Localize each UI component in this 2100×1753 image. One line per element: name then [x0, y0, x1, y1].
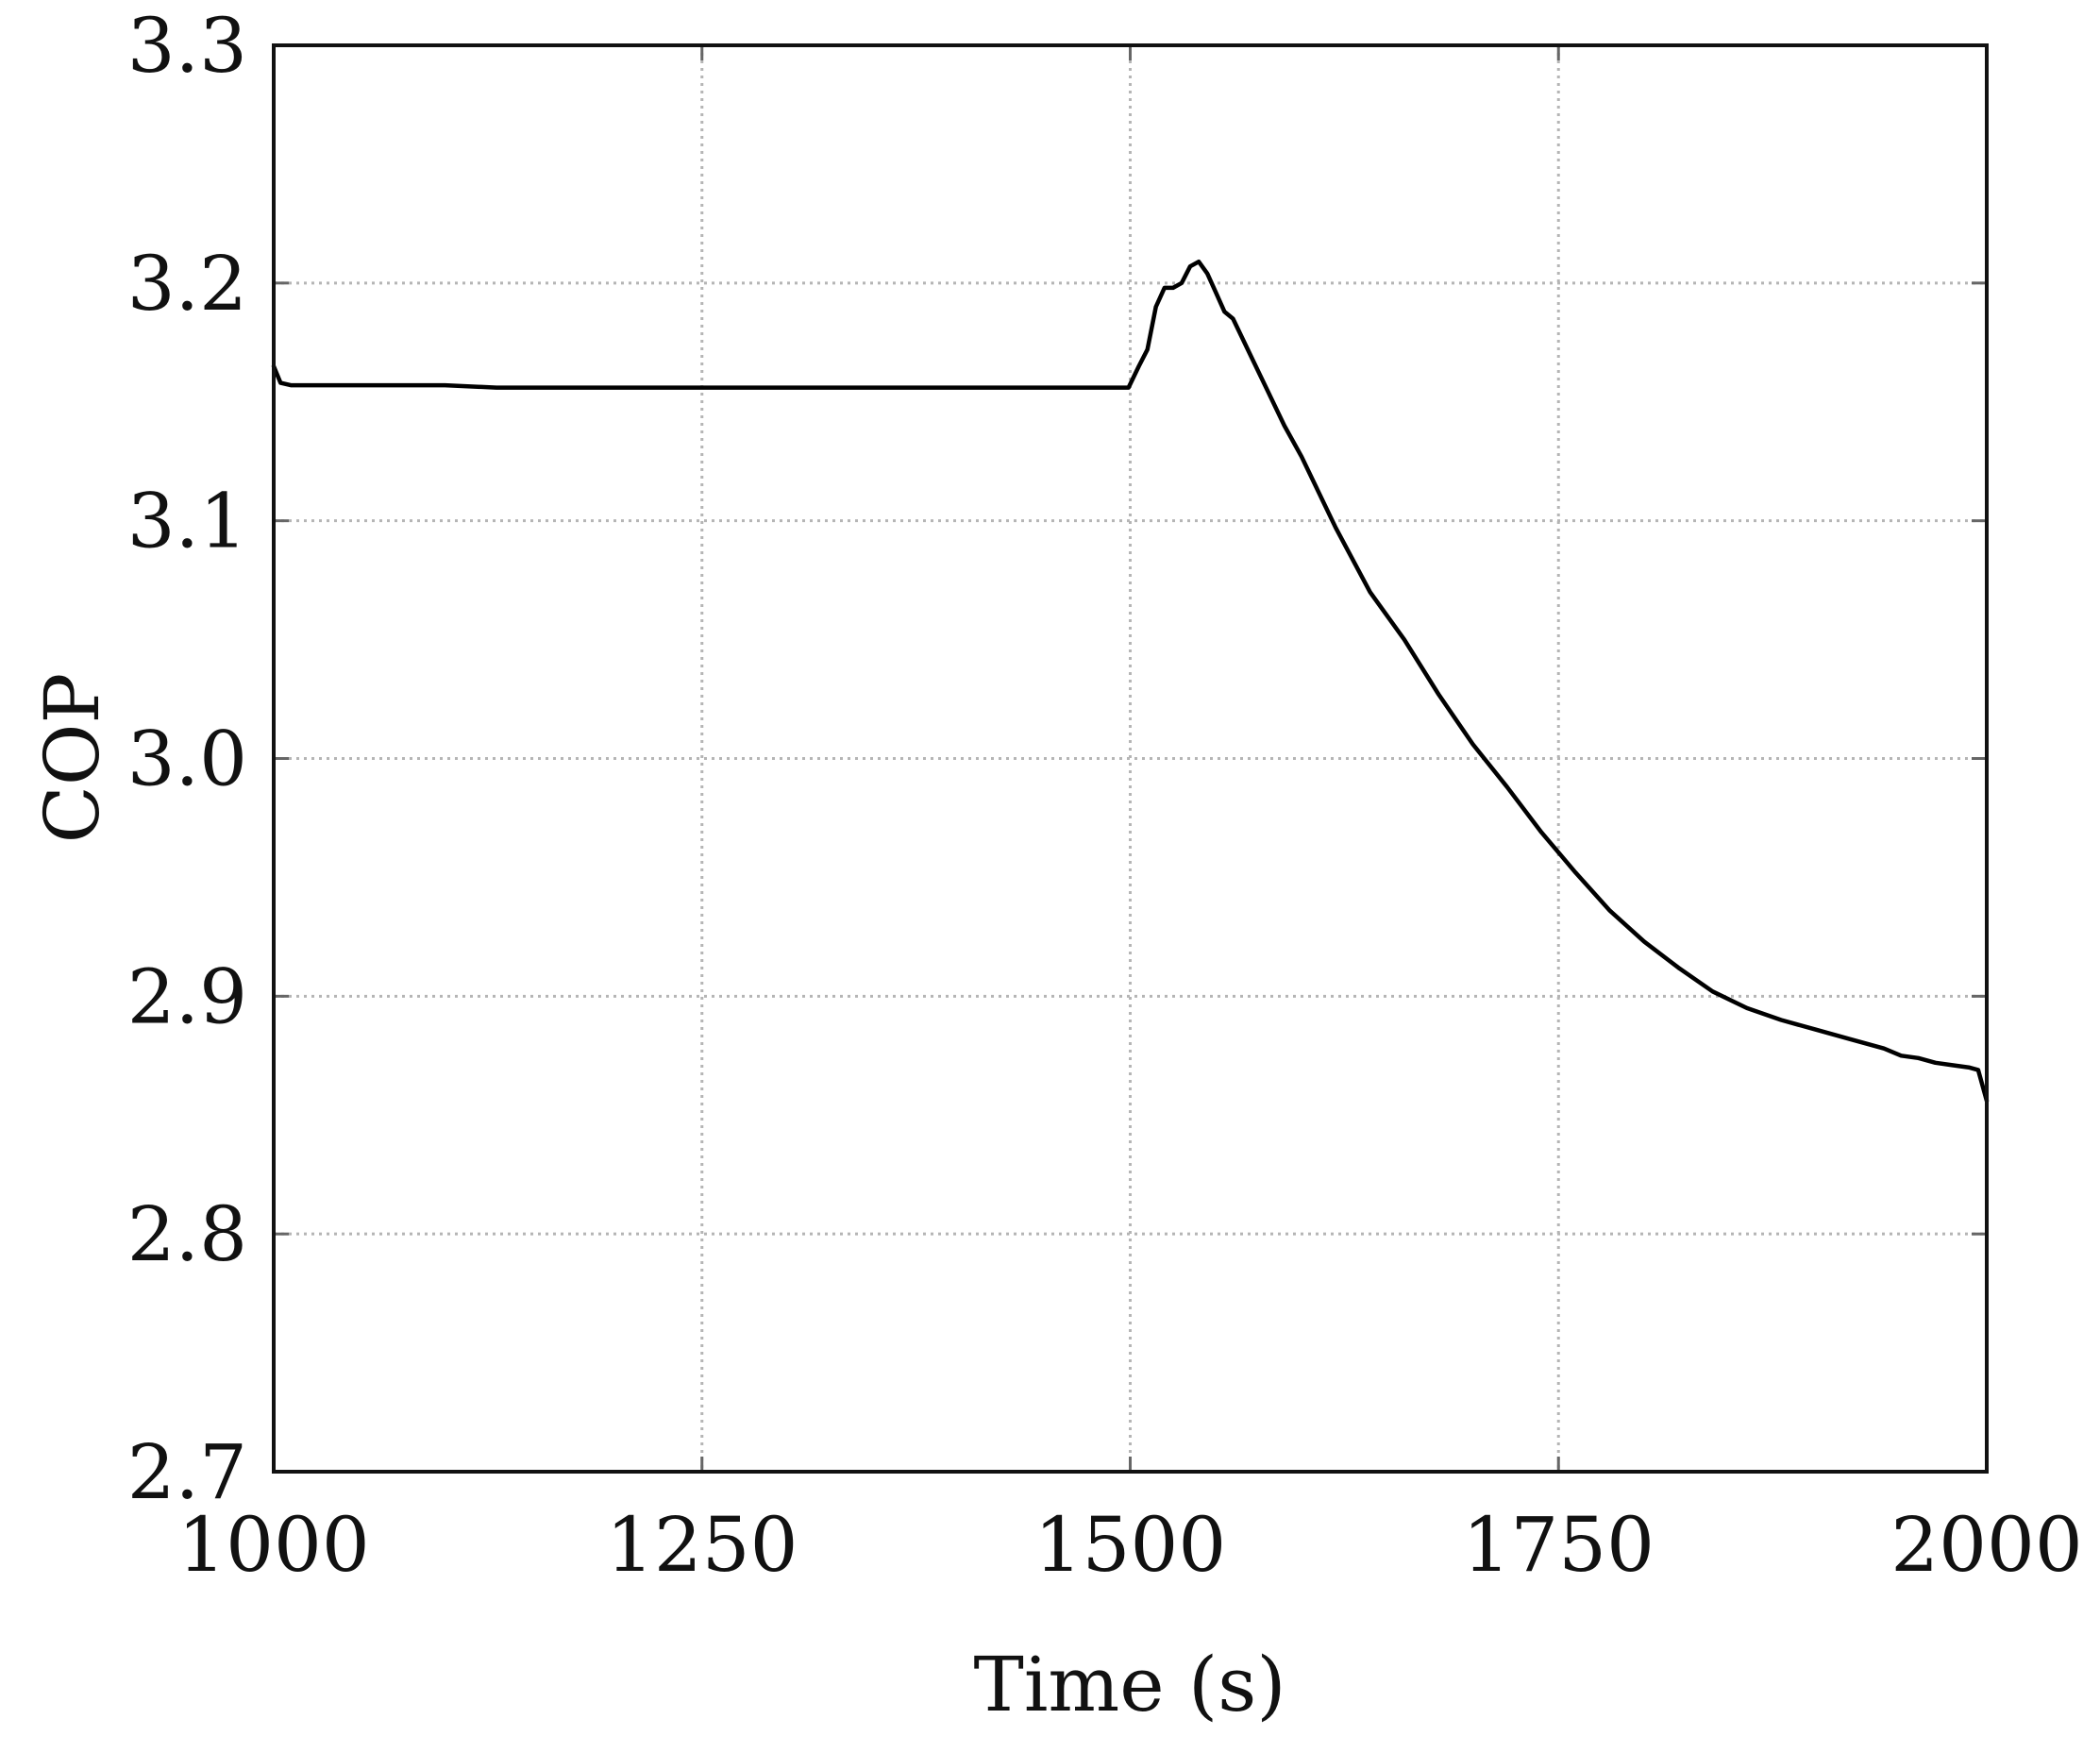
y-tick-label: 2.7	[127, 1428, 247, 1516]
y-tick-labels: 2.7 2.8 2.9 3.0 3.1 3.2 3.3	[127, 2, 247, 1516]
y-tick-label: 3.1	[127, 478, 247, 565]
x-tick-labels: 1000 1250 1500 1750 2000	[177, 1501, 2083, 1589]
y-tick-label: 3.0	[127, 716, 247, 803]
x-tick-label: 1500	[1034, 1501, 1227, 1589]
x-tick-label: 1000	[177, 1501, 370, 1589]
y-tick-label: 3.3	[127, 2, 247, 90]
cop-series-line	[271, 259, 1990, 1104]
grid-lines	[274, 45, 1987, 1472]
series-layer	[271, 259, 1990, 1104]
x-tick-label: 1750	[1462, 1501, 1655, 1589]
x-tick-label: 1250	[606, 1501, 798, 1589]
x-axis-title: Time (s)	[973, 1641, 1285, 1728]
y-tick-label: 3.2	[127, 240, 247, 328]
y-tick-label: 2.8	[127, 1190, 247, 1278]
y-axis-title: COP	[28, 673, 116, 844]
y-tick-label: 2.9	[127, 952, 247, 1040]
x-tick-label: 2000	[1890, 1501, 2083, 1589]
plot-frame	[272, 43, 1989, 1474]
